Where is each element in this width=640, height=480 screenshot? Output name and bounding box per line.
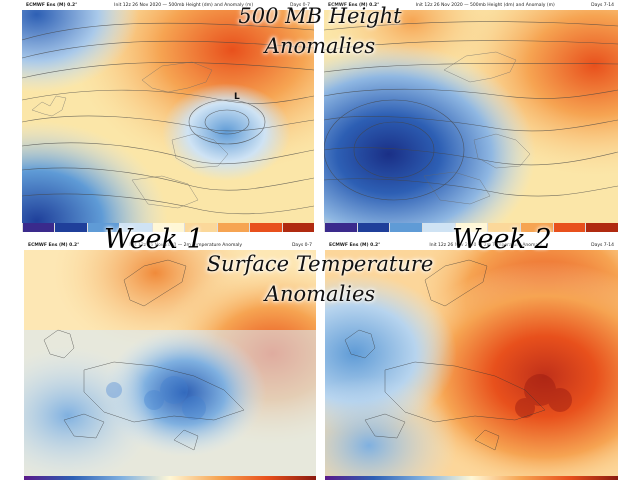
lower-title-line2: Anomalies — [264, 282, 376, 306]
init-label: Init 12z 26 Nov 2020 — 2m Temperature An… — [129, 242, 243, 248]
period-label: Days 0-7 — [289, 2, 310, 8]
panel-temperature-week2: ECMWF Ens (M) 0.2° Init 12z 26 Nov 2020 … — [325, 240, 618, 480]
lower-title-line1: Surface Temperature — [206, 252, 434, 276]
init-label: Init 12z 26 Nov 2020 — 500mb Height (dm)… — [415, 2, 555, 8]
color-scale — [24, 476, 316, 480]
model-label: ECMWF Ens (M) 0.2° — [329, 242, 381, 248]
panel-height-week2: ECMWF Ens (M) 0.2° Init 12z 26 Nov 2020 … — [324, 0, 618, 232]
panel-header: ECMWF Ens (M) 0.2° Init 12z 26 Nov 2020 … — [324, 0, 618, 10]
init-label: Init 12z 26 Nov 2020 — 2m Temperature An… — [429, 242, 543, 248]
color-scale — [324, 223, 618, 232]
upper-title-line1: 500 MB Height — [238, 4, 402, 28]
week1-label: Week 1 — [104, 224, 204, 255]
period-label: Days 7-14 — [591, 2, 614, 8]
period-label: Days 7-14 — [591, 242, 614, 248]
color-scale — [325, 476, 618, 480]
model-label: ECMWF Ens (M) 0.2° — [28, 242, 80, 248]
upper-title-line2: Anomalies — [264, 34, 376, 58]
panel-height-week1: ECMWF Ens (M) 0.2° Init 12z 26 Nov 2020 … — [22, 0, 314, 232]
temperature-anomaly-map-week1 — [24, 250, 316, 480]
week2-label: Week 2 — [452, 224, 552, 255]
period-label: Days 0-7 — [291, 242, 312, 248]
panel-header: ECMWF Ens (M) 0.2° Init 12z 26 Nov 2020 … — [24, 240, 316, 250]
height-anomaly-map-week1 — [22, 10, 314, 232]
height-anomaly-map-week2 — [324, 10, 618, 232]
panel-temperature-week1: ECMWF Ens (M) 0.2° Init 12z 26 Nov 2020 … — [24, 240, 316, 480]
init-label: Init 12z 26 Nov 2020 — 500mb Height (dm)… — [114, 2, 254, 8]
temperature-anomaly-map-week2 — [325, 250, 618, 480]
model-label: ECMWF Ens (M) 0.2° — [26, 2, 78, 8]
low-pressure-label: L — [234, 92, 240, 102]
color-scale — [22, 223, 314, 232]
model-label: ECMWF Ens (M) 0.2° — [328, 2, 380, 8]
panel-header: ECMWF Ens (M) 0.2° Init 12z 26 Nov 2020 … — [325, 240, 618, 250]
panel-header: ECMWF Ens (M) 0.2° Init 12z 26 Nov 2020 … — [22, 0, 314, 10]
